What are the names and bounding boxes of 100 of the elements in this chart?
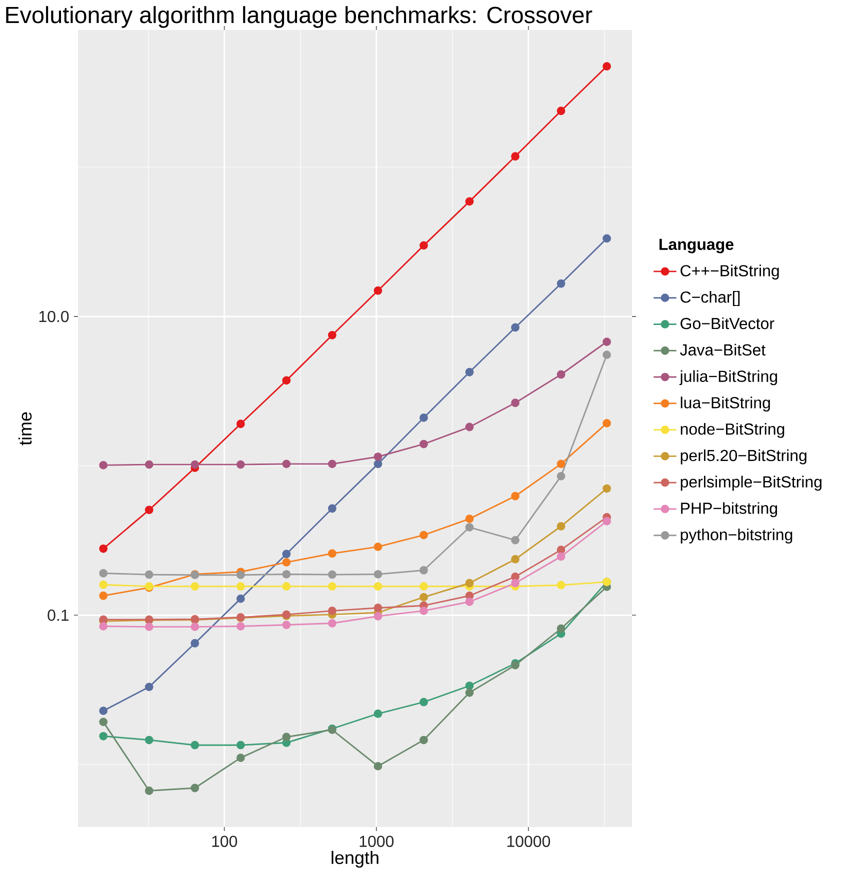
- point: [282, 376, 291, 385]
- point: [144, 786, 154, 795]
- point: [236, 594, 245, 603]
- point: [420, 698, 428, 706]
- point: [328, 330, 336, 340]
- point: [99, 580, 108, 589]
- point: [144, 622, 154, 632]
- point: [282, 732, 291, 742]
- point: [420, 414, 428, 422]
- point: [190, 639, 200, 648]
- point: [374, 542, 382, 552]
- point: [602, 350, 612, 359]
- point: [556, 522, 566, 530]
- point: [236, 420, 245, 428]
- point: [420, 241, 428, 250]
- x-tick-label: 100: [212, 836, 238, 848]
- x-axis-title: length: [332, 850, 378, 868]
- point: [556, 106, 566, 116]
- point: [511, 398, 520, 408]
- point: [374, 286, 382, 295]
- point: [602, 516, 612, 526]
- point: [511, 492, 520, 500]
- point: [465, 422, 474, 432]
- point: [465, 688, 474, 697]
- point: [465, 197, 474, 206]
- point: [556, 546, 566, 554]
- point: [374, 762, 382, 770]
- x-tick-label: 10000: [507, 836, 550, 848]
- legend-label: lua−BitString: [680, 396, 770, 412]
- point: [144, 506, 154, 514]
- point: [420, 593, 428, 602]
- point: [465, 514, 474, 524]
- point: [374, 612, 382, 620]
- point: [328, 549, 336, 558]
- y-axis-title: time: [18, 412, 32, 446]
- legend-label: Java−BitSet: [680, 344, 766, 356]
- legend-label: julia−BitString: [679, 370, 778, 386]
- legend-label: Go−BitVector: [680, 317, 774, 330]
- point: [420, 530, 428, 540]
- point: [374, 710, 382, 718]
- point: [328, 570, 336, 579]
- point: [236, 740, 245, 750]
- point: [328, 606, 336, 616]
- point: [282, 558, 291, 567]
- point: [99, 706, 108, 716]
- point: [602, 234, 612, 243]
- point: [374, 604, 382, 612]
- point: [465, 578, 474, 588]
- point: [190, 740, 200, 750]
- point: [190, 622, 200, 632]
- point: [282, 582, 291, 591]
- point: [282, 550, 291, 558]
- point: [602, 338, 612, 346]
- point: [236, 582, 245, 591]
- point: [511, 152, 520, 161]
- point: [99, 592, 108, 600]
- point: [236, 622, 245, 630]
- point: [236, 754, 245, 762]
- point: [282, 620, 291, 630]
- point: [602, 419, 612, 428]
- point: [511, 555, 520, 564]
- point: [556, 552, 566, 561]
- point: [556, 624, 566, 633]
- point: [99, 718, 108, 726]
- point: [556, 460, 566, 468]
- legend-label: python−bitstring: [680, 528, 792, 544]
- y-tick-label: 0.1: [48, 610, 69, 621]
- legend-label: perl5.20−BitString: [680, 449, 806, 464]
- point: [282, 460, 291, 468]
- point: [465, 598, 474, 606]
- legend-label: C−char[]: [680, 291, 740, 306]
- point: [420, 606, 428, 616]
- point: [602, 62, 612, 71]
- point: [282, 570, 291, 578]
- legend-label: PHP−bitstring: [681, 502, 778, 518]
- legend-label: node−BitString: [680, 423, 784, 438]
- point: [99, 732, 108, 740]
- point: [465, 682, 474, 690]
- point: [190, 460, 200, 469]
- point: [465, 368, 474, 376]
- legend-label: perlsimple−BitString: [680, 476, 822, 491]
- point: [420, 440, 428, 448]
- point: [144, 570, 154, 579]
- point: [465, 523, 474, 532]
- point: [420, 566, 428, 574]
- point: [374, 452, 382, 461]
- point: [99, 460, 108, 470]
- point: [236, 570, 245, 580]
- point: [99, 622, 108, 630]
- legend-title: Language: [660, 238, 734, 254]
- legend-label: C++−BitString: [680, 264, 779, 280]
- point: [511, 536, 520, 544]
- point: [556, 279, 566, 288]
- point: [374, 460, 382, 468]
- point: [420, 736, 428, 744]
- point: [99, 569, 108, 578]
- point: [556, 370, 566, 379]
- point: [511, 323, 520, 332]
- point: [144, 460, 154, 469]
- point: [328, 460, 336, 468]
